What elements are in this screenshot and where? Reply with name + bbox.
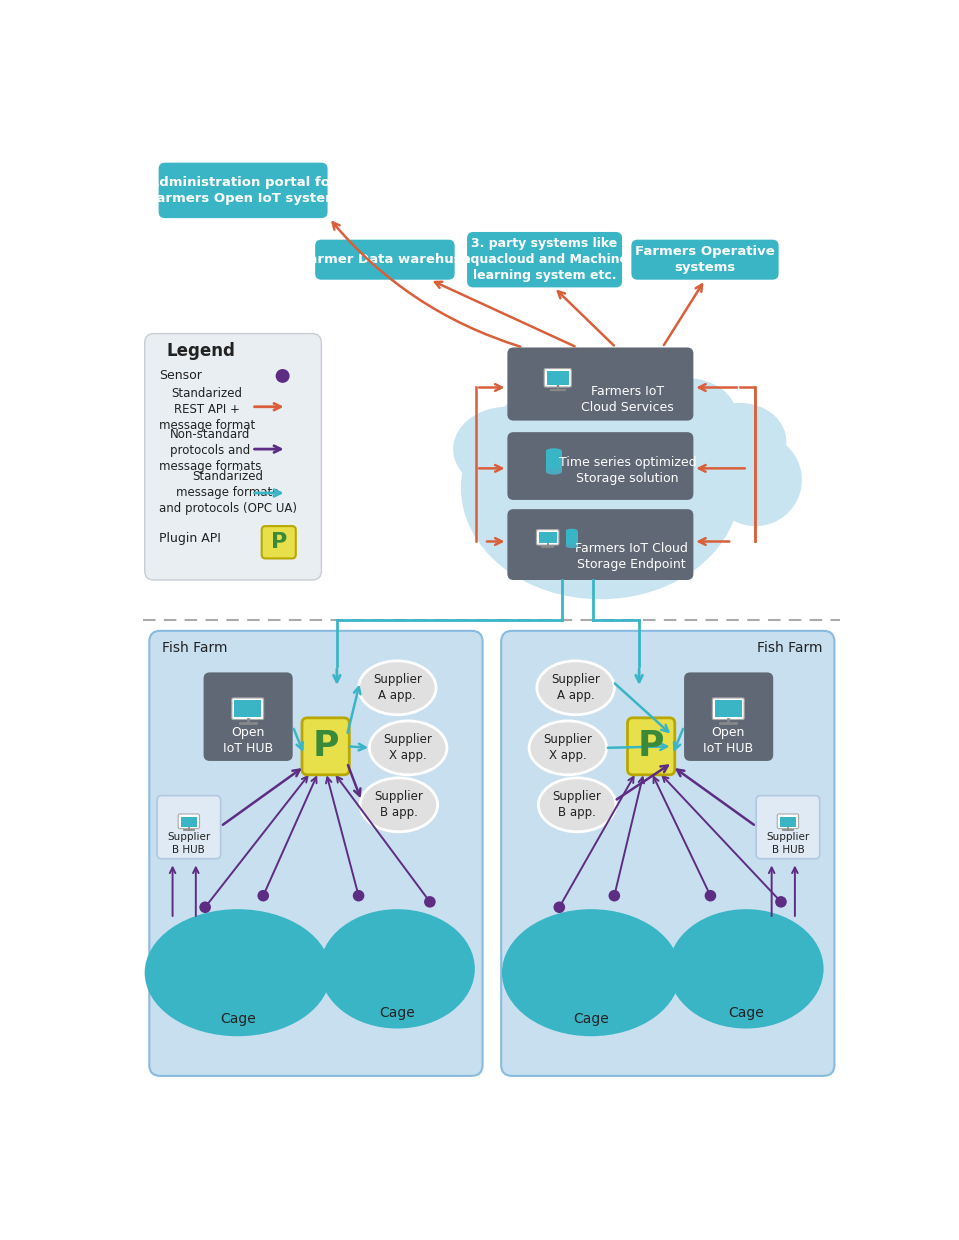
FancyBboxPatch shape	[302, 718, 349, 775]
Ellipse shape	[573, 371, 674, 444]
FancyBboxPatch shape	[316, 239, 455, 280]
Ellipse shape	[502, 909, 680, 1037]
FancyBboxPatch shape	[232, 698, 264, 719]
Text: Cage: Cage	[220, 1012, 255, 1025]
Text: Time series optimized
Storage solution: Time series optimized Storage solution	[559, 456, 696, 485]
Text: Supplier
B app.: Supplier B app.	[552, 790, 601, 820]
Circle shape	[353, 890, 364, 901]
Circle shape	[705, 890, 716, 901]
Text: Fish Farm: Fish Farm	[757, 641, 822, 655]
FancyBboxPatch shape	[467, 232, 622, 288]
Ellipse shape	[319, 909, 475, 1028]
Ellipse shape	[668, 909, 824, 1028]
Text: Supplier
X app.: Supplier X app.	[384, 733, 433, 763]
Text: Farmers IoT Cloud
Storage Endpoint: Farmers IoT Cloud Storage Endpoint	[575, 542, 688, 572]
FancyBboxPatch shape	[145, 334, 321, 580]
FancyBboxPatch shape	[507, 347, 693, 420]
FancyBboxPatch shape	[713, 698, 744, 719]
Ellipse shape	[538, 777, 616, 832]
Ellipse shape	[453, 407, 562, 491]
Ellipse shape	[566, 544, 577, 548]
FancyBboxPatch shape	[158, 162, 328, 218]
Text: Supplier
B HUB: Supplier B HUB	[167, 832, 210, 854]
Text: Fish Farm: Fish Farm	[162, 641, 227, 655]
FancyBboxPatch shape	[150, 631, 482, 1076]
Text: Supplier
B HUB: Supplier B HUB	[766, 832, 809, 854]
FancyBboxPatch shape	[234, 699, 261, 717]
Circle shape	[257, 890, 269, 901]
Text: P: P	[638, 729, 665, 764]
Text: Open
IoT HUB: Open IoT HUB	[222, 725, 272, 755]
Text: Plugin API: Plugin API	[158, 532, 221, 544]
Ellipse shape	[709, 434, 802, 526]
Ellipse shape	[511, 386, 612, 459]
Text: Standarized
REST API +
message format: Standarized REST API + message format	[158, 387, 255, 432]
FancyBboxPatch shape	[178, 813, 199, 828]
Ellipse shape	[145, 909, 331, 1037]
Ellipse shape	[546, 469, 562, 475]
Text: Supplier
X app.: Supplier X app.	[544, 733, 593, 763]
FancyBboxPatch shape	[502, 631, 834, 1076]
FancyBboxPatch shape	[546, 451, 562, 471]
FancyBboxPatch shape	[777, 813, 799, 828]
Circle shape	[775, 897, 786, 908]
Text: Legend: Legend	[166, 342, 235, 361]
Text: Standarized
message formats
and protocols (OPC UA): Standarized message formats and protocol…	[158, 470, 296, 516]
FancyBboxPatch shape	[780, 817, 796, 827]
FancyBboxPatch shape	[714, 699, 742, 717]
Text: P: P	[270, 532, 287, 552]
Ellipse shape	[361, 777, 437, 832]
Text: P: P	[313, 729, 339, 764]
Text: Sensor: Sensor	[158, 370, 201, 382]
Text: Supplier
B app.: Supplier B app.	[374, 790, 423, 820]
Text: Farmers Operative
systems: Farmers Operative systems	[635, 246, 775, 274]
Text: Supplier
A app.: Supplier A app.	[373, 673, 422, 702]
Text: Supplier
A app.: Supplier A app.	[551, 673, 600, 702]
Ellipse shape	[546, 448, 562, 454]
FancyBboxPatch shape	[627, 718, 675, 775]
Ellipse shape	[693, 403, 786, 480]
Circle shape	[424, 897, 435, 908]
Text: 3. party systems like
aquacloud and Machine
learning system etc.: 3. party systems like aquacloud and Mach…	[461, 237, 627, 283]
Ellipse shape	[537, 661, 615, 714]
FancyBboxPatch shape	[756, 796, 820, 859]
Text: Non-standard
protocols and
message formats: Non-standard protocols and message forma…	[158, 428, 261, 474]
FancyBboxPatch shape	[539, 532, 556, 543]
Text: Farmers IoT
Cloud Services: Farmers IoT Cloud Services	[581, 384, 674, 414]
Circle shape	[199, 901, 211, 913]
FancyBboxPatch shape	[262, 526, 295, 558]
Ellipse shape	[359, 661, 436, 714]
Ellipse shape	[566, 528, 577, 533]
Circle shape	[553, 901, 565, 913]
Text: Administration portal for
Farmers Open IoT system: Administration portal for Farmers Open I…	[148, 176, 339, 205]
Text: Open
IoT HUB: Open IoT HUB	[703, 725, 754, 755]
Text: Cage: Cage	[573, 1012, 609, 1025]
FancyBboxPatch shape	[507, 433, 693, 500]
FancyBboxPatch shape	[180, 817, 198, 827]
Circle shape	[609, 890, 620, 901]
FancyBboxPatch shape	[684, 672, 773, 761]
Ellipse shape	[369, 720, 447, 775]
FancyBboxPatch shape	[507, 510, 693, 580]
Ellipse shape	[529, 720, 607, 775]
FancyBboxPatch shape	[536, 529, 559, 546]
Circle shape	[275, 370, 290, 383]
Text: Cage: Cage	[380, 1006, 415, 1019]
FancyBboxPatch shape	[157, 796, 221, 859]
FancyBboxPatch shape	[566, 531, 577, 546]
Text: Farmer Data warehuse: Farmer Data warehuse	[299, 253, 470, 267]
FancyBboxPatch shape	[544, 368, 572, 387]
FancyBboxPatch shape	[547, 371, 569, 384]
Ellipse shape	[635, 378, 736, 451]
FancyBboxPatch shape	[203, 672, 292, 761]
FancyBboxPatch shape	[631, 239, 779, 280]
Ellipse shape	[461, 376, 740, 599]
Text: Cage: Cage	[728, 1006, 764, 1019]
